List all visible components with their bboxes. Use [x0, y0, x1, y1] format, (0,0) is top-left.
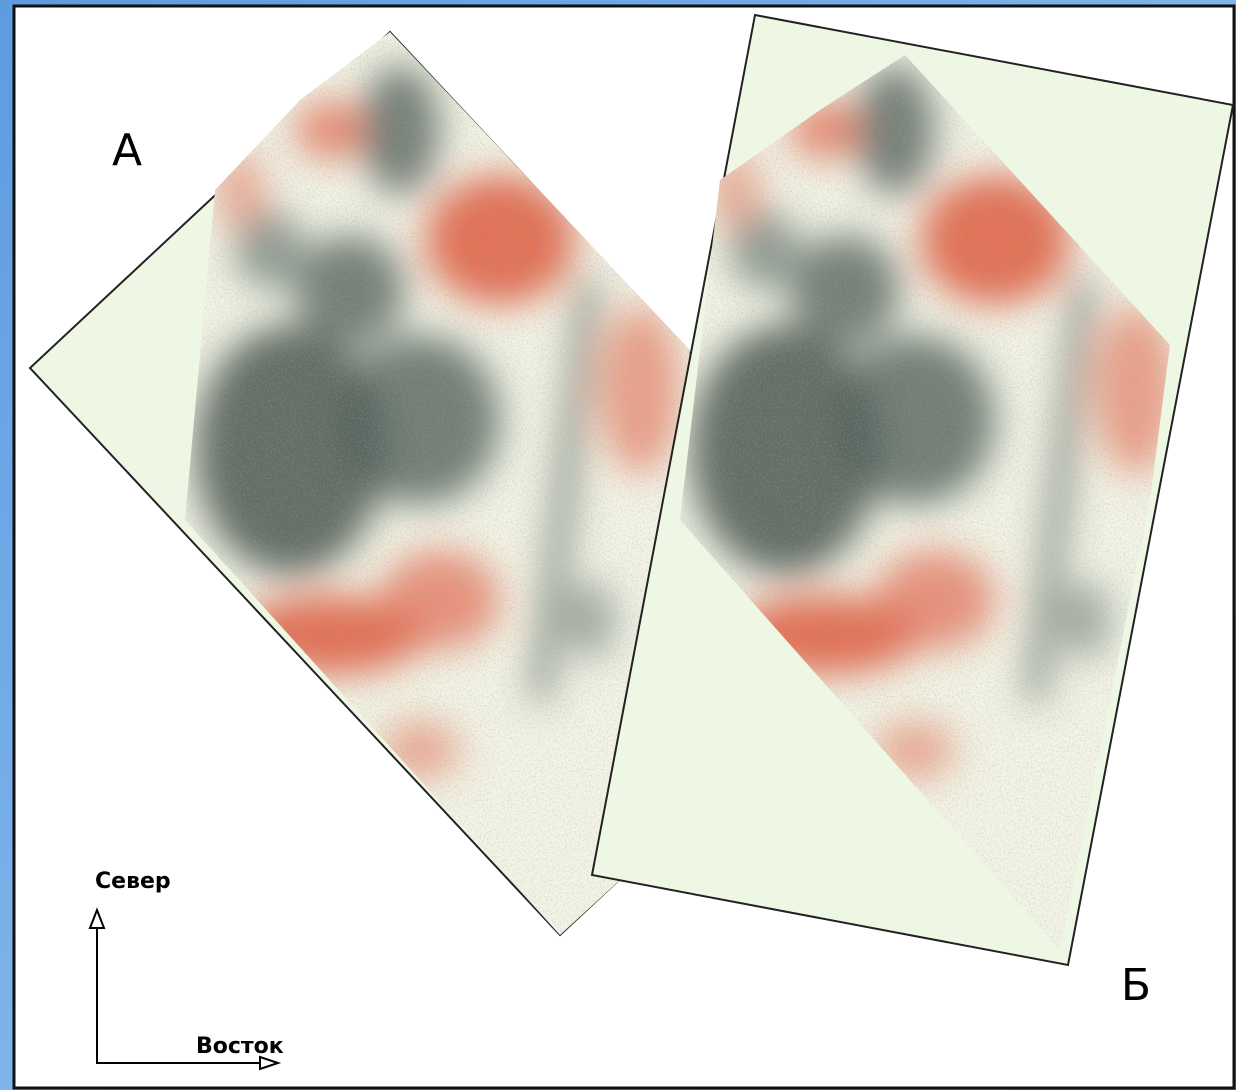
- panel-label: Б: [1121, 960, 1151, 1011]
- page: А Б Север Восток (() => { const data = J…: [0, 0, 1236, 1090]
- east-label: Восток: [196, 1034, 284, 1059]
- panel-label: А: [112, 125, 142, 176]
- north-label: Север: [95, 869, 171, 894]
- figure: А Б Север Восток: [0, 0, 1236, 1090]
